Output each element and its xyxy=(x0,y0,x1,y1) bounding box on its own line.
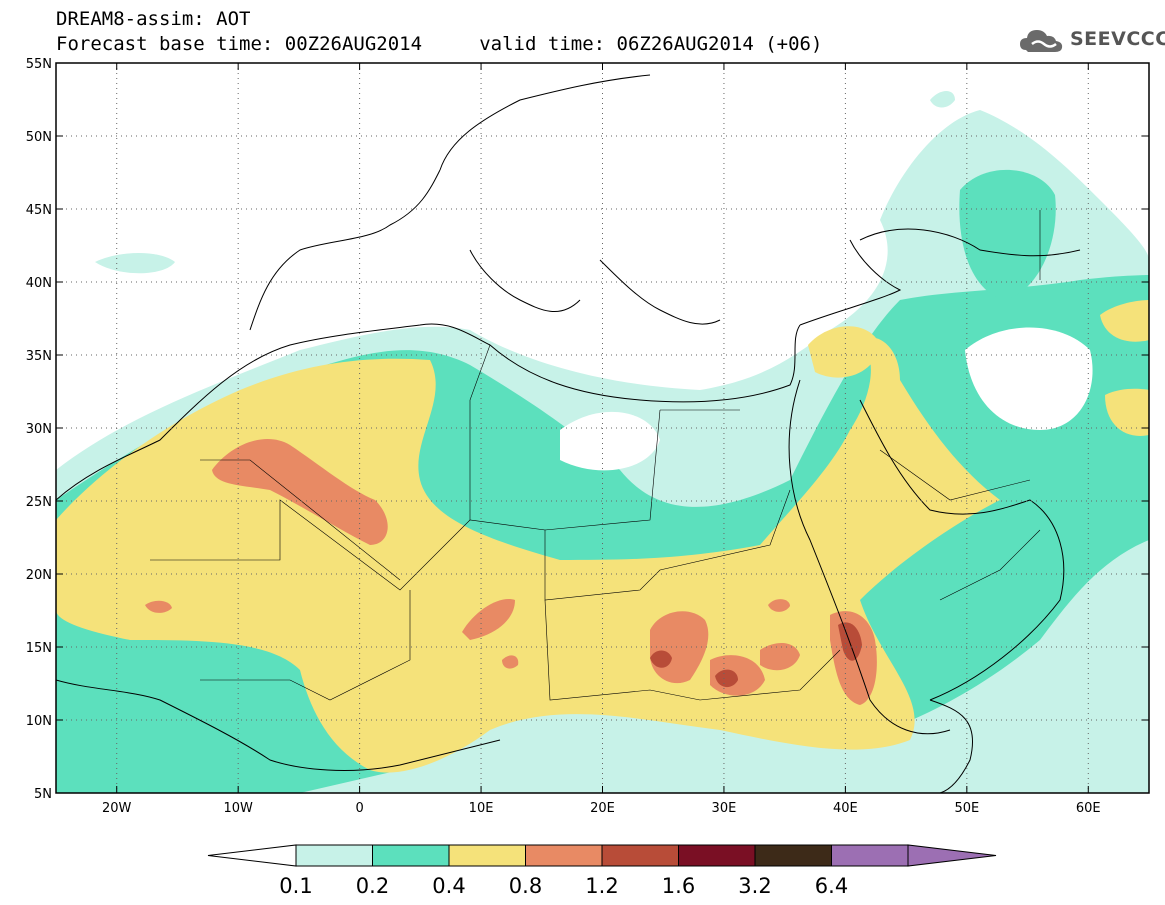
chart-title-line1: DREAM8-assim: AOT xyxy=(56,8,251,30)
country-borders xyxy=(150,210,1041,701)
map-gridlines xyxy=(56,63,1149,793)
lat-tick-label: 35N xyxy=(26,349,52,364)
lon-tick-label: 40E xyxy=(833,801,858,816)
colorbar: 0.1 0.2 0.4 0.8 1.2 1.6 3.2 6.4 xyxy=(207,844,997,898)
lon-tick-label: 10W xyxy=(223,801,253,816)
lat-tick-label: 40N xyxy=(26,276,52,291)
lat-tick-label: 5N xyxy=(34,787,52,802)
lon-tick-label: 0 xyxy=(355,801,363,816)
colorbar-segment xyxy=(295,844,373,867)
colorbar-segment xyxy=(754,844,832,867)
lat-tick-label: 20N xyxy=(26,568,52,583)
colorbar-label: 1.6 xyxy=(662,874,695,898)
colorbar-segment xyxy=(372,844,450,867)
colorbar-label: 0.8 xyxy=(509,874,542,898)
cloud-icon xyxy=(1020,30,1063,52)
lat-tick-label: 45N xyxy=(26,203,52,218)
colorbar-segment xyxy=(831,844,909,867)
colorbar-segment xyxy=(678,844,756,867)
lat-tick-label: 30N xyxy=(26,422,52,437)
colorbar-segment xyxy=(601,844,679,867)
aot-clear-areas xyxy=(560,327,1093,471)
lon-tick-label: 10E xyxy=(469,801,494,816)
lat-tick-label: 55N xyxy=(26,57,52,72)
colorbar-label: 0.2 xyxy=(356,874,389,898)
chart-title-line2: Forecast base time: 00Z26AUG2014 valid t… xyxy=(56,33,823,55)
coastlines xyxy=(56,74,1081,793)
aot-band-1.2-1.6 xyxy=(650,622,862,688)
lon-tick-label: 20E xyxy=(590,801,615,816)
lon-tick-label: 30E xyxy=(712,801,737,816)
colorbar-segment xyxy=(448,844,526,867)
lat-tick-label: 10N xyxy=(26,714,52,729)
lon-tick-label: 50E xyxy=(954,801,979,816)
colorbar-arrow-left xyxy=(207,844,297,867)
lon-tick-label: 20W xyxy=(102,801,132,816)
colorbar-label: 1.2 xyxy=(585,874,618,898)
colorbar-label: 0.1 xyxy=(279,874,312,898)
lat-tick-label: 50N xyxy=(26,130,52,145)
colorbar-label: 3.2 xyxy=(738,874,771,898)
longitude-ticks: 20W 10W 0 10E 20E 30E 40E 50E 60E xyxy=(102,63,1101,816)
lon-tick-label: 60E xyxy=(1076,801,1101,816)
colorbar-label: 6.4 xyxy=(815,874,848,898)
lat-tick-label: 15N xyxy=(26,641,52,656)
colorbar-label: 0.4 xyxy=(432,874,465,898)
lat-tick-label: 25N xyxy=(26,495,52,510)
latitude-ticks: 55N 50N 45N 40N 35N 30N 25N 20N 15N 10N 5N xyxy=(26,57,1149,802)
colorbar-segment xyxy=(525,844,603,867)
logo-text: SEEVCCC xyxy=(1070,28,1165,50)
colorbar-arrow-right xyxy=(907,844,997,867)
